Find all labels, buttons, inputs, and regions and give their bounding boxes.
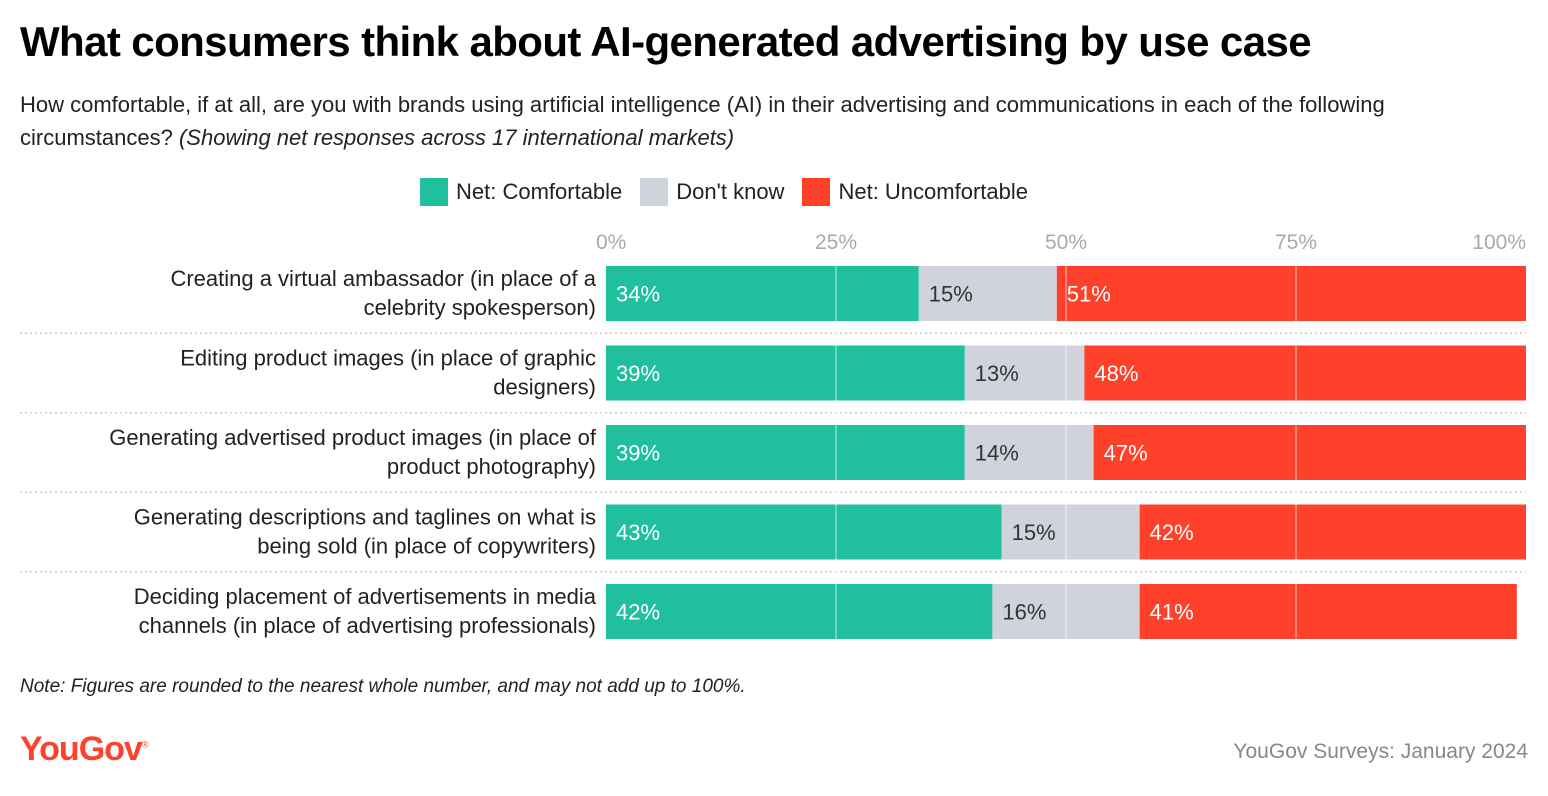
category-label: product photography) (387, 454, 596, 479)
bar-segment-uncomfortable (1139, 504, 1526, 560)
x-tick-label: 75% (1275, 231, 1317, 254)
legend-item-comfortable: Net: Comfortable (420, 178, 622, 206)
logo-text: YouGov (20, 730, 143, 768)
category-label: Creating a virtual ambassador (in place … (170, 266, 596, 291)
bar-segment-dont-know (964, 425, 1094, 480)
data-label: 42% (1150, 520, 1194, 545)
bar-segment-comfortable (606, 425, 965, 480)
legend-swatch-dont-know (640, 178, 669, 206)
data-label: 39% (616, 441, 660, 466)
logo-registered-mark: ® (141, 739, 149, 750)
chart-legend: Net: Comfortable Don't know Net: Uncomfo… (420, 176, 1046, 208)
chart-title: What consumers think about AI-generated … (20, 18, 1312, 65)
legend-item-dont-know: Don't know (640, 178, 784, 206)
data-label: 15% (1012, 520, 1056, 545)
category-label: channels (in place of advertising profes… (139, 613, 596, 638)
legend-label-uncomfortable: Net: Uncomfortable (838, 179, 1028, 204)
category-label: being sold (in place of copywriters) (257, 534, 596, 559)
subtitle-note: (Showing net responses across 17 interna… (178, 125, 735, 150)
bar-segment-uncomfortable (1084, 345, 1526, 401)
data-label: 48% (1094, 361, 1138, 386)
chart-subtitle: How comfortable, if at all, are you with… (20, 88, 1520, 154)
data-label: 14% (975, 441, 1019, 466)
bar-segment-dont-know (964, 345, 1085, 401)
bar-segment-comfortable (606, 584, 993, 639)
data-label: 43% (616, 520, 660, 545)
bar-segment-uncomfortable (1056, 266, 1526, 321)
data-label: 51% (1067, 282, 1111, 307)
category-label: celebrity spokesperson) (364, 295, 596, 320)
category-label: designers) (493, 375, 596, 400)
footnote: Note: Figures are rounded to the nearest… (20, 676, 746, 697)
bar-segment-comfortable (606, 345, 965, 401)
legend-swatch-comfortable (420, 178, 448, 206)
data-label: 47% (1104, 441, 1148, 466)
bar-segment-dont-know (918, 266, 1057, 321)
stacked-bar-chart: 0% 25% 50% 75% 100% Creating a virtual ambass… (20, 231, 1526, 639)
legend-label-comfortable: Net: Comfortable (456, 179, 623, 204)
data-label: 39% (616, 361, 660, 386)
legend-label-dont-know: Don't know (676, 179, 785, 204)
data-label: 15% (929, 282, 973, 307)
bar-segment-comfortable (606, 504, 1002, 560)
x-tick-label: 25% (815, 231, 857, 254)
category-label: Generating descriptions and taglines on … (134, 505, 596, 530)
legend-item-uncomfortable: Net: Uncomfortable (802, 178, 1028, 206)
data-label: 34% (616, 282, 660, 307)
bar-segment-uncomfortable (1093, 425, 1526, 480)
x-tick-label: 0% (596, 231, 626, 254)
data-label: 41% (1150, 600, 1194, 625)
bar-segment-comfortable (606, 266, 919, 321)
data-label: 16% (1002, 600, 1046, 625)
source-note: YouGov Surveys: January 2024 (1233, 740, 1528, 763)
yougov-logo: YouGov® (20, 730, 148, 769)
legend-swatch-uncomfortable (802, 178, 831, 206)
data-label: 13% (975, 361, 1019, 386)
bar-segment-dont-know (1001, 504, 1140, 560)
category-label: Editing product images (in place of grap… (180, 346, 596, 371)
category-label: Generating advertised product images (in… (109, 425, 597, 450)
category-label: Deciding placement of advertisements in … (134, 584, 597, 609)
bar-segment-dont-know (992, 584, 1140, 639)
x-tick-label: 100% (1472, 231, 1526, 254)
data-label: 42% (616, 600, 660, 625)
bar-segment-uncomfortable (1139, 584, 1517, 639)
x-tick-label: 50% (1045, 231, 1087, 254)
subtitle-question: How comfortable, if at all, are you with… (20, 92, 1385, 150)
